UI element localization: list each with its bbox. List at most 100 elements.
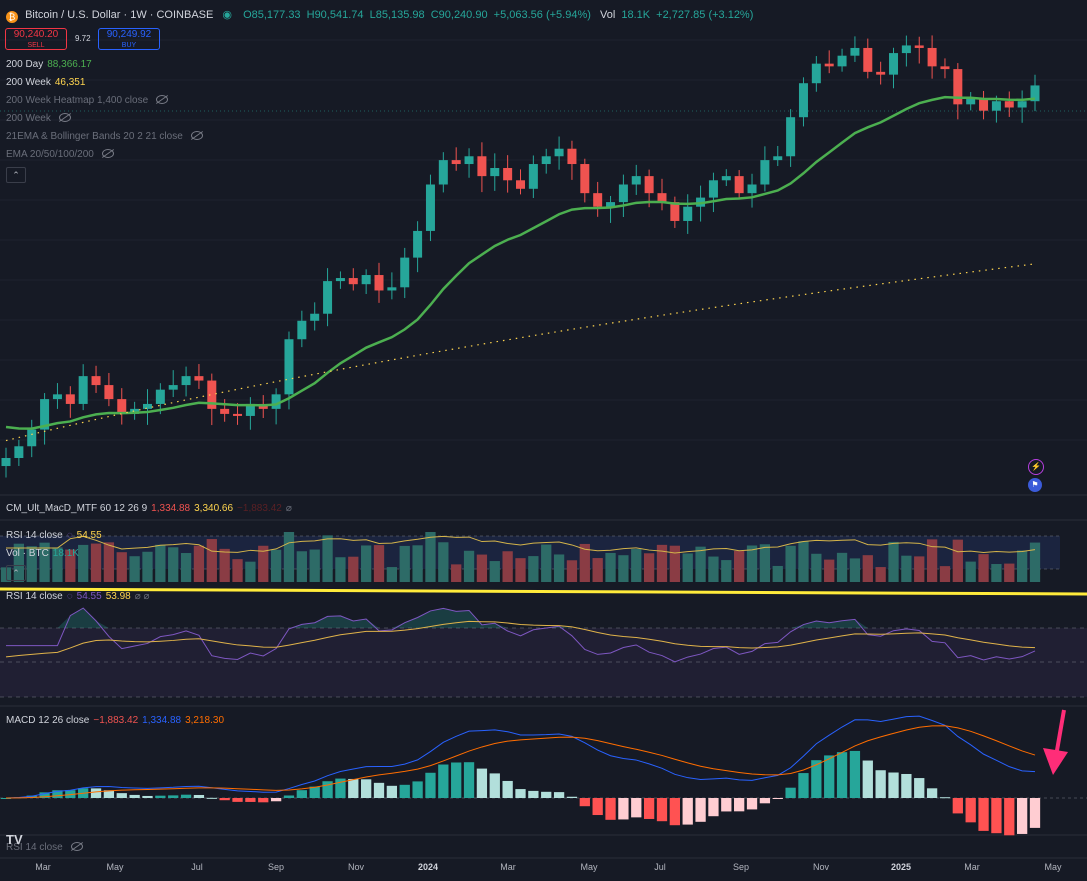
candle <box>876 61 886 85</box>
tradingview-logo: TV <box>6 832 23 847</box>
macd-histogram-bar <box>746 798 758 810</box>
indicator-200-week-hidden[interactable]: 200 Week <box>6 113 71 124</box>
volume-bar <box>335 557 346 582</box>
macd-histogram-bar <box>824 755 835 798</box>
pane-macd-mtf-legend[interactable]: CM_Ult_MacD_MTF 60 12 26 9 1,334.88 3,340.… <box>6 503 292 514</box>
vol-change: +2,727.85 (+3.12%) <box>656 9 754 21</box>
candle <box>245 397 255 430</box>
macd-histogram-bar <box>245 798 256 802</box>
volume-bar <box>734 550 745 582</box>
candle <box>1004 91 1014 117</box>
macd-histogram-bar <box>155 795 166 798</box>
indicator-ema-ribbon[interactable]: EMA 20/50/100/200 <box>6 149 114 160</box>
macd-histogram-bar <box>914 778 925 798</box>
indicator-200-week[interactable]: 200 Week 46,351 <box>6 77 89 88</box>
volume-bar <box>656 544 668 582</box>
candle <box>554 136 564 170</box>
candle <box>207 373 217 426</box>
sell-button[interactable]: 90,240.20 SELL <box>5 28 67 50</box>
hidden-eye-icon[interactable] <box>101 149 114 158</box>
volume-bar <box>862 555 873 582</box>
candle <box>631 164 641 195</box>
macd-histogram-bar <box>0 798 12 799</box>
candle <box>798 77 808 127</box>
pane-title: MACD 12 26 close <box>6 715 90 726</box>
volume-bar <box>541 544 552 582</box>
candle <box>927 35 937 79</box>
us-flag-icon[interactable]: ⚑ <box>1028 478 1042 492</box>
volume-bar <box>245 561 256 582</box>
collapse-pane-button[interactable]: ⌃ <box>6 565 26 581</box>
symbol-title[interactable]: Bitcoin / U.S. Dollar · 1W · COINBASE <box>25 9 214 21</box>
indicator-21ema-bb[interactable]: 21EMA & Bollinger Bands 20 2 21 close <box>6 131 203 142</box>
candle <box>979 90 989 120</box>
candle <box>734 170 744 199</box>
pane-macd-legend[interactable]: MACD 12 26 close −1,883.42 1,334.88 3,218.3… <box>6 715 228 726</box>
collapse-legend-button[interactable]: ⌃ <box>6 167 26 183</box>
candle <box>220 399 230 422</box>
macd-histogram-bar <box>553 792 565 798</box>
candle <box>323 268 333 327</box>
macd-histogram-bar <box>515 789 526 798</box>
candle <box>361 269 371 294</box>
candle <box>593 181 603 217</box>
volume-bar <box>90 543 102 582</box>
volume-bar <box>348 556 359 582</box>
candle <box>953 63 963 120</box>
candle <box>747 173 757 208</box>
macd-histogram-bar <box>682 798 693 825</box>
volume-bar <box>579 543 590 582</box>
volume-bar <box>888 541 899 582</box>
indicator-name: 200 Day <box>6 59 44 70</box>
volume-bar <box>618 555 629 582</box>
volume-bar <box>26 546 37 582</box>
candle <box>310 302 320 331</box>
time-axis-label: Mar <box>35 862 51 872</box>
volume-bar <box>926 539 938 582</box>
volume-bar <box>451 564 462 582</box>
pane-volume-legend[interactable]: Vol · BTC 18.1K <box>6 548 83 559</box>
indicator-name: 21EMA & Bollinger Bands 20 2 21 close <box>6 131 183 142</box>
candle <box>683 194 693 234</box>
volume-bar <box>746 545 758 582</box>
macd-histogram-bar <box>875 770 886 798</box>
macd-histogram-bar <box>1016 798 1028 834</box>
candle <box>863 38 873 79</box>
time-axis-label: Mar <box>964 862 980 872</box>
macd-histogram-bar <box>65 790 76 798</box>
time-axis-label: Mar <box>500 862 516 872</box>
hidden-eye-icon[interactable] <box>58 113 71 122</box>
volume-bar <box>232 559 243 582</box>
macd-histogram <box>0 750 1041 836</box>
indicator-200-day[interactable]: 200 Day 88,366.17 <box>6 59 96 70</box>
pane-rsi-legend[interactable]: RSI 14 close ◌ 54.55 53.98 ⌀ ⌀ <box>6 591 150 602</box>
hidden-eye-icon[interactable] <box>190 131 203 140</box>
macd-histogram-bar <box>991 798 1002 834</box>
candle <box>850 36 860 62</box>
buy-button[interactable]: 90,249.92 BUY <box>98 28 160 50</box>
indicator-heatmap[interactable]: 200 Week Heatmap 1,400 close <box>6 95 169 106</box>
time-axis-label: 2025 <box>890 862 912 872</box>
volume-bar <box>65 549 76 582</box>
pane-title: CM_Ult_MacD_MTF 60 12 26 9 <box>6 503 148 514</box>
macd-histogram-bar <box>939 797 951 799</box>
volume-bar <box>425 532 436 582</box>
candle <box>914 36 924 64</box>
pane-title: RSI 14 close <box>6 591 63 602</box>
macd-histogram-bar <box>270 798 282 802</box>
macd-histogram-bar <box>219 798 230 801</box>
volume-bar <box>489 561 500 582</box>
volume-bar <box>1004 563 1015 582</box>
alert-lightning-icon[interactable]: ⚡ <box>1028 459 1044 475</box>
hidden-eye-icon[interactable] <box>156 95 169 104</box>
volume-bar <box>553 554 565 582</box>
hidden-eye-icon[interactable] <box>70 842 83 851</box>
pane-rsi-overlay-legend[interactable]: RSI 14 close ◌ 54.55 <box>6 530 106 541</box>
candle <box>490 153 500 191</box>
pane-rsi-hidden-legend[interactable]: RSI 14 close <box>6 842 83 853</box>
candle <box>515 169 526 195</box>
candle <box>78 364 88 411</box>
volume-bar <box>901 555 912 582</box>
candle <box>477 142 487 193</box>
